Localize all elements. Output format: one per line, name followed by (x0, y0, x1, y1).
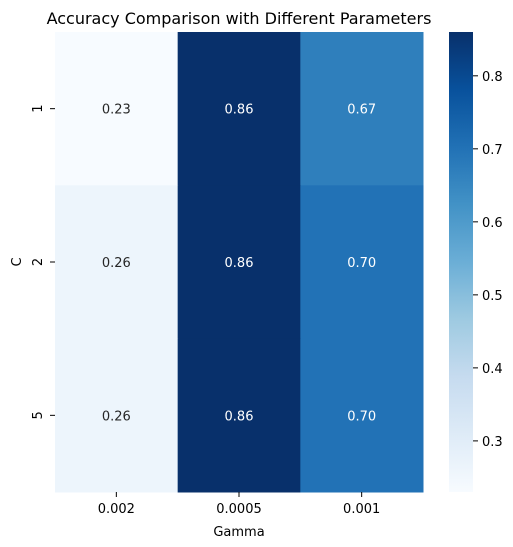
colorbar-tick-label: 0.7 (482, 143, 503, 158)
cell-value-label: 0.70 (347, 256, 376, 271)
heatmap-cell-0-2 (300, 32, 424, 186)
cell-value-label: 0.86 (225, 103, 254, 118)
y-tick-label: 2 (31, 258, 46, 266)
colorbar-tick-label: 0.8 (482, 70, 503, 85)
x-tick-label: 0.0005 (216, 502, 262, 517)
y-tick-label: 5 (31, 411, 46, 419)
cell-value-label: 0.86 (225, 409, 254, 424)
heatmap-cells: 0.23 0.86 0.67 0.26 0.86 0.70 0.26 0.86 0.70 (55, 32, 424, 493)
x-axis-label: Gamma (213, 525, 264, 540)
colorbar: 0.3 0.4 0.5 0.6 0.7 0.8 (449, 32, 503, 492)
colorbar-tick-label: 0.5 (482, 289, 503, 304)
y-axis-label: C (10, 257, 25, 266)
cell-value-label: 0.26 (102, 409, 131, 424)
y-tick-label: 1 (31, 105, 46, 113)
colorbar-gradient (449, 32, 473, 492)
x-axis: 0.002 0.0005 0.001 (98, 492, 380, 517)
chart-title: Accuracy Comparison with Different Param… (47, 9, 432, 28)
heatmap-cell-2-0 (55, 338, 179, 493)
x-tick-label: 0.002 (98, 502, 135, 517)
colorbar-tick-label: 0.3 (482, 435, 503, 450)
colorbar-ticks: 0.3 0.4 0.5 0.6 0.7 0.8 (473, 70, 503, 450)
heatmap-cell-2-1 (177, 338, 301, 493)
colorbar-tick-label: 0.6 (482, 216, 503, 231)
cell-value-label: 0.67 (347, 103, 376, 118)
y-axis: 1 2 5 (31, 105, 55, 419)
colorbar-tick-label: 0.4 (482, 362, 503, 377)
cell-value-label: 0.70 (347, 409, 376, 424)
heatmap-cell-1-0 (55, 185, 179, 340)
heatmap-cell-0-0 (55, 32, 179, 186)
x-tick-label: 0.001 (343, 502, 380, 517)
cell-value-label: 0.86 (225, 256, 254, 271)
heatmap-cell-2-2 (300, 338, 424, 493)
cell-value-label: 0.23 (102, 103, 131, 118)
heatmap-cell-0-1 (177, 32, 301, 186)
cell-value-label: 0.26 (102, 256, 131, 271)
heatmap-cell-1-2 (300, 185, 424, 340)
heatmap-cell-1-1 (177, 185, 301, 340)
